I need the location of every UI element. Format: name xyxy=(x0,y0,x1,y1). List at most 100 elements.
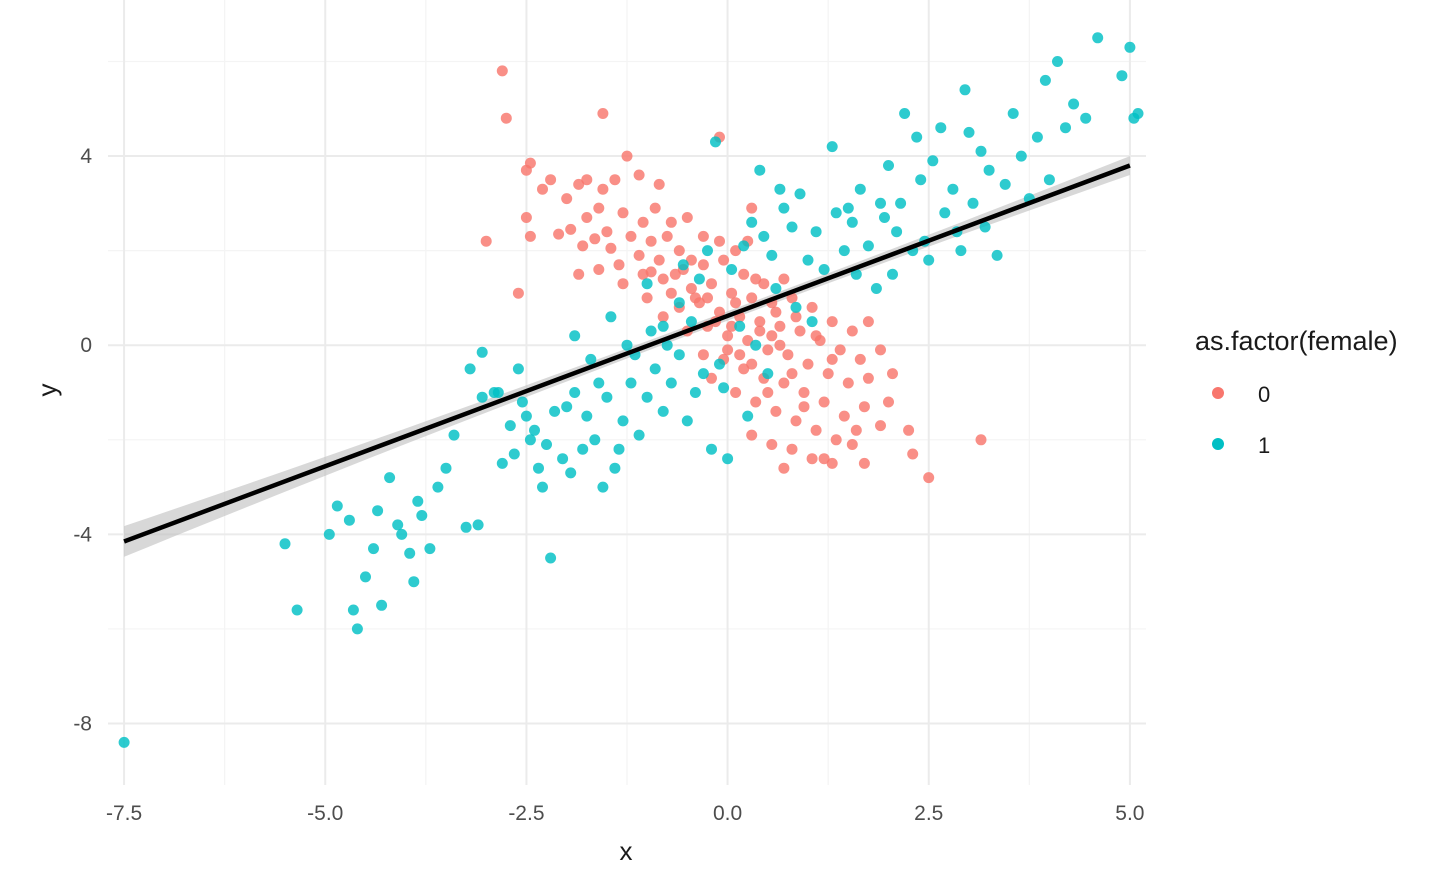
data-point-series-1 xyxy=(693,273,705,285)
data-point-series-1 xyxy=(279,538,291,550)
data-point-series-1 xyxy=(440,462,452,474)
data-point-series-1 xyxy=(581,410,593,422)
data-point-series-0 xyxy=(573,178,585,190)
data-point-series-0 xyxy=(573,268,585,280)
data-point-series-0 xyxy=(649,202,661,214)
data-point-series-0 xyxy=(746,358,758,370)
trend-line-group xyxy=(123,163,1131,544)
data-point-series-1 xyxy=(681,415,693,427)
data-point-series-0 xyxy=(697,259,709,271)
data-point-series-0 xyxy=(738,268,750,280)
data-point-series-0 xyxy=(770,405,782,417)
trend-line xyxy=(123,163,1131,544)
data-point-series-0 xyxy=(887,368,898,380)
data-point-series-0 xyxy=(774,320,786,332)
data-point-series-1 xyxy=(766,249,778,261)
data-point-series-0 xyxy=(561,193,573,205)
data-point-series-0 xyxy=(842,377,854,389)
data-point-series-1 xyxy=(722,453,734,465)
data-points xyxy=(118,32,1144,748)
data-point-series-1 xyxy=(416,510,428,521)
data-point-series-1 xyxy=(862,240,874,252)
data-point-series-1 xyxy=(702,245,713,257)
data-point-series-1 xyxy=(991,249,1003,261)
data-point-series-1 xyxy=(818,264,830,275)
legend-key-0 xyxy=(1212,387,1224,399)
data-point-series-0 xyxy=(875,420,886,432)
data-point-series-1 xyxy=(557,453,569,465)
data-point-series-1 xyxy=(549,405,561,417)
data-point-series-0 xyxy=(782,349,794,361)
data-point-series-1 xyxy=(460,521,472,533)
data-point-series-1 xyxy=(742,410,754,422)
data-point-series-0 xyxy=(601,226,613,238)
data-point-series-1 xyxy=(565,467,577,479)
y-tick-label: -8 xyxy=(73,713,92,736)
data-point-series-1 xyxy=(895,197,907,209)
data-point-series-1 xyxy=(726,264,738,275)
data-point-series-1 xyxy=(870,283,882,294)
data-point-series-0 xyxy=(766,439,778,450)
data-point-series-0 xyxy=(617,278,629,290)
data-point-series-1 xyxy=(412,495,424,507)
data-point-series-1 xyxy=(432,481,444,493)
y-axis-title: y xyxy=(32,384,62,397)
data-point-series-1 xyxy=(396,528,408,540)
data-point-series-1 xyxy=(545,552,557,564)
data-point-series-1 xyxy=(476,391,488,403)
data-point-series-1 xyxy=(448,429,460,441)
data-point-series-1 xyxy=(529,424,540,436)
data-point-series-1 xyxy=(520,410,532,422)
data-point-series-1 xyxy=(464,363,476,375)
data-point-series-0 xyxy=(714,306,725,318)
data-point-series-0 xyxy=(537,183,548,195)
data-point-series-0 xyxy=(883,396,894,408)
data-point-series-0 xyxy=(637,216,649,228)
data-point-series-0 xyxy=(669,268,681,280)
data-point-series-1 xyxy=(1092,32,1104,44)
data-point-series-0 xyxy=(850,424,862,436)
data-point-series-0 xyxy=(689,292,701,304)
data-point-series-0 xyxy=(862,372,874,384)
data-point-series-0 xyxy=(597,108,609,119)
data-point-series-1 xyxy=(1116,70,1128,82)
data-point-series-0 xyxy=(774,339,786,351)
y-tick-label: 4 xyxy=(80,145,92,168)
data-point-series-0 xyxy=(520,212,532,223)
x-tick-label: -2.5 xyxy=(508,802,544,825)
data-point-series-0 xyxy=(790,415,802,427)
data-point-series-1 xyxy=(657,320,669,332)
data-point-series-1 xyxy=(999,178,1011,190)
data-point-series-1 xyxy=(291,604,303,616)
data-point-series-0 xyxy=(597,183,609,195)
data-point-series-1 xyxy=(1124,41,1136,53)
data-point-series-0 xyxy=(798,401,810,413)
data-point-series-0 xyxy=(641,292,653,304)
data-point-series-0 xyxy=(826,353,838,365)
data-point-series-1 xyxy=(476,346,488,358)
data-point-series-1 xyxy=(323,528,335,540)
data-point-series-1 xyxy=(424,543,436,555)
x-tick-label: -7.5 xyxy=(106,802,142,825)
data-point-series-0 xyxy=(714,235,725,247)
x-tick-label: 5.0 xyxy=(1115,802,1144,825)
data-point-series-0 xyxy=(697,349,709,361)
data-point-series-0 xyxy=(545,174,557,186)
y-tick-label: -4 xyxy=(73,523,92,546)
data-point-series-0 xyxy=(903,424,915,436)
legend-label-0: 0 xyxy=(1258,382,1270,407)
data-point-series-0 xyxy=(480,235,492,247)
data-point-series-1 xyxy=(657,405,669,417)
data-point-series-0 xyxy=(730,297,742,309)
data-point-series-0 xyxy=(722,330,734,342)
data-point-series-0 xyxy=(657,311,669,323)
data-point-series-0 xyxy=(657,273,669,285)
data-point-series-1 xyxy=(955,245,967,257)
data-point-series-0 xyxy=(706,372,717,384)
data-point-series-0 xyxy=(846,325,858,337)
data-point-series-1 xyxy=(774,183,786,195)
data-point-series-1 xyxy=(621,339,633,351)
data-point-series-0 xyxy=(726,287,738,299)
data-point-series-1 xyxy=(593,377,605,389)
